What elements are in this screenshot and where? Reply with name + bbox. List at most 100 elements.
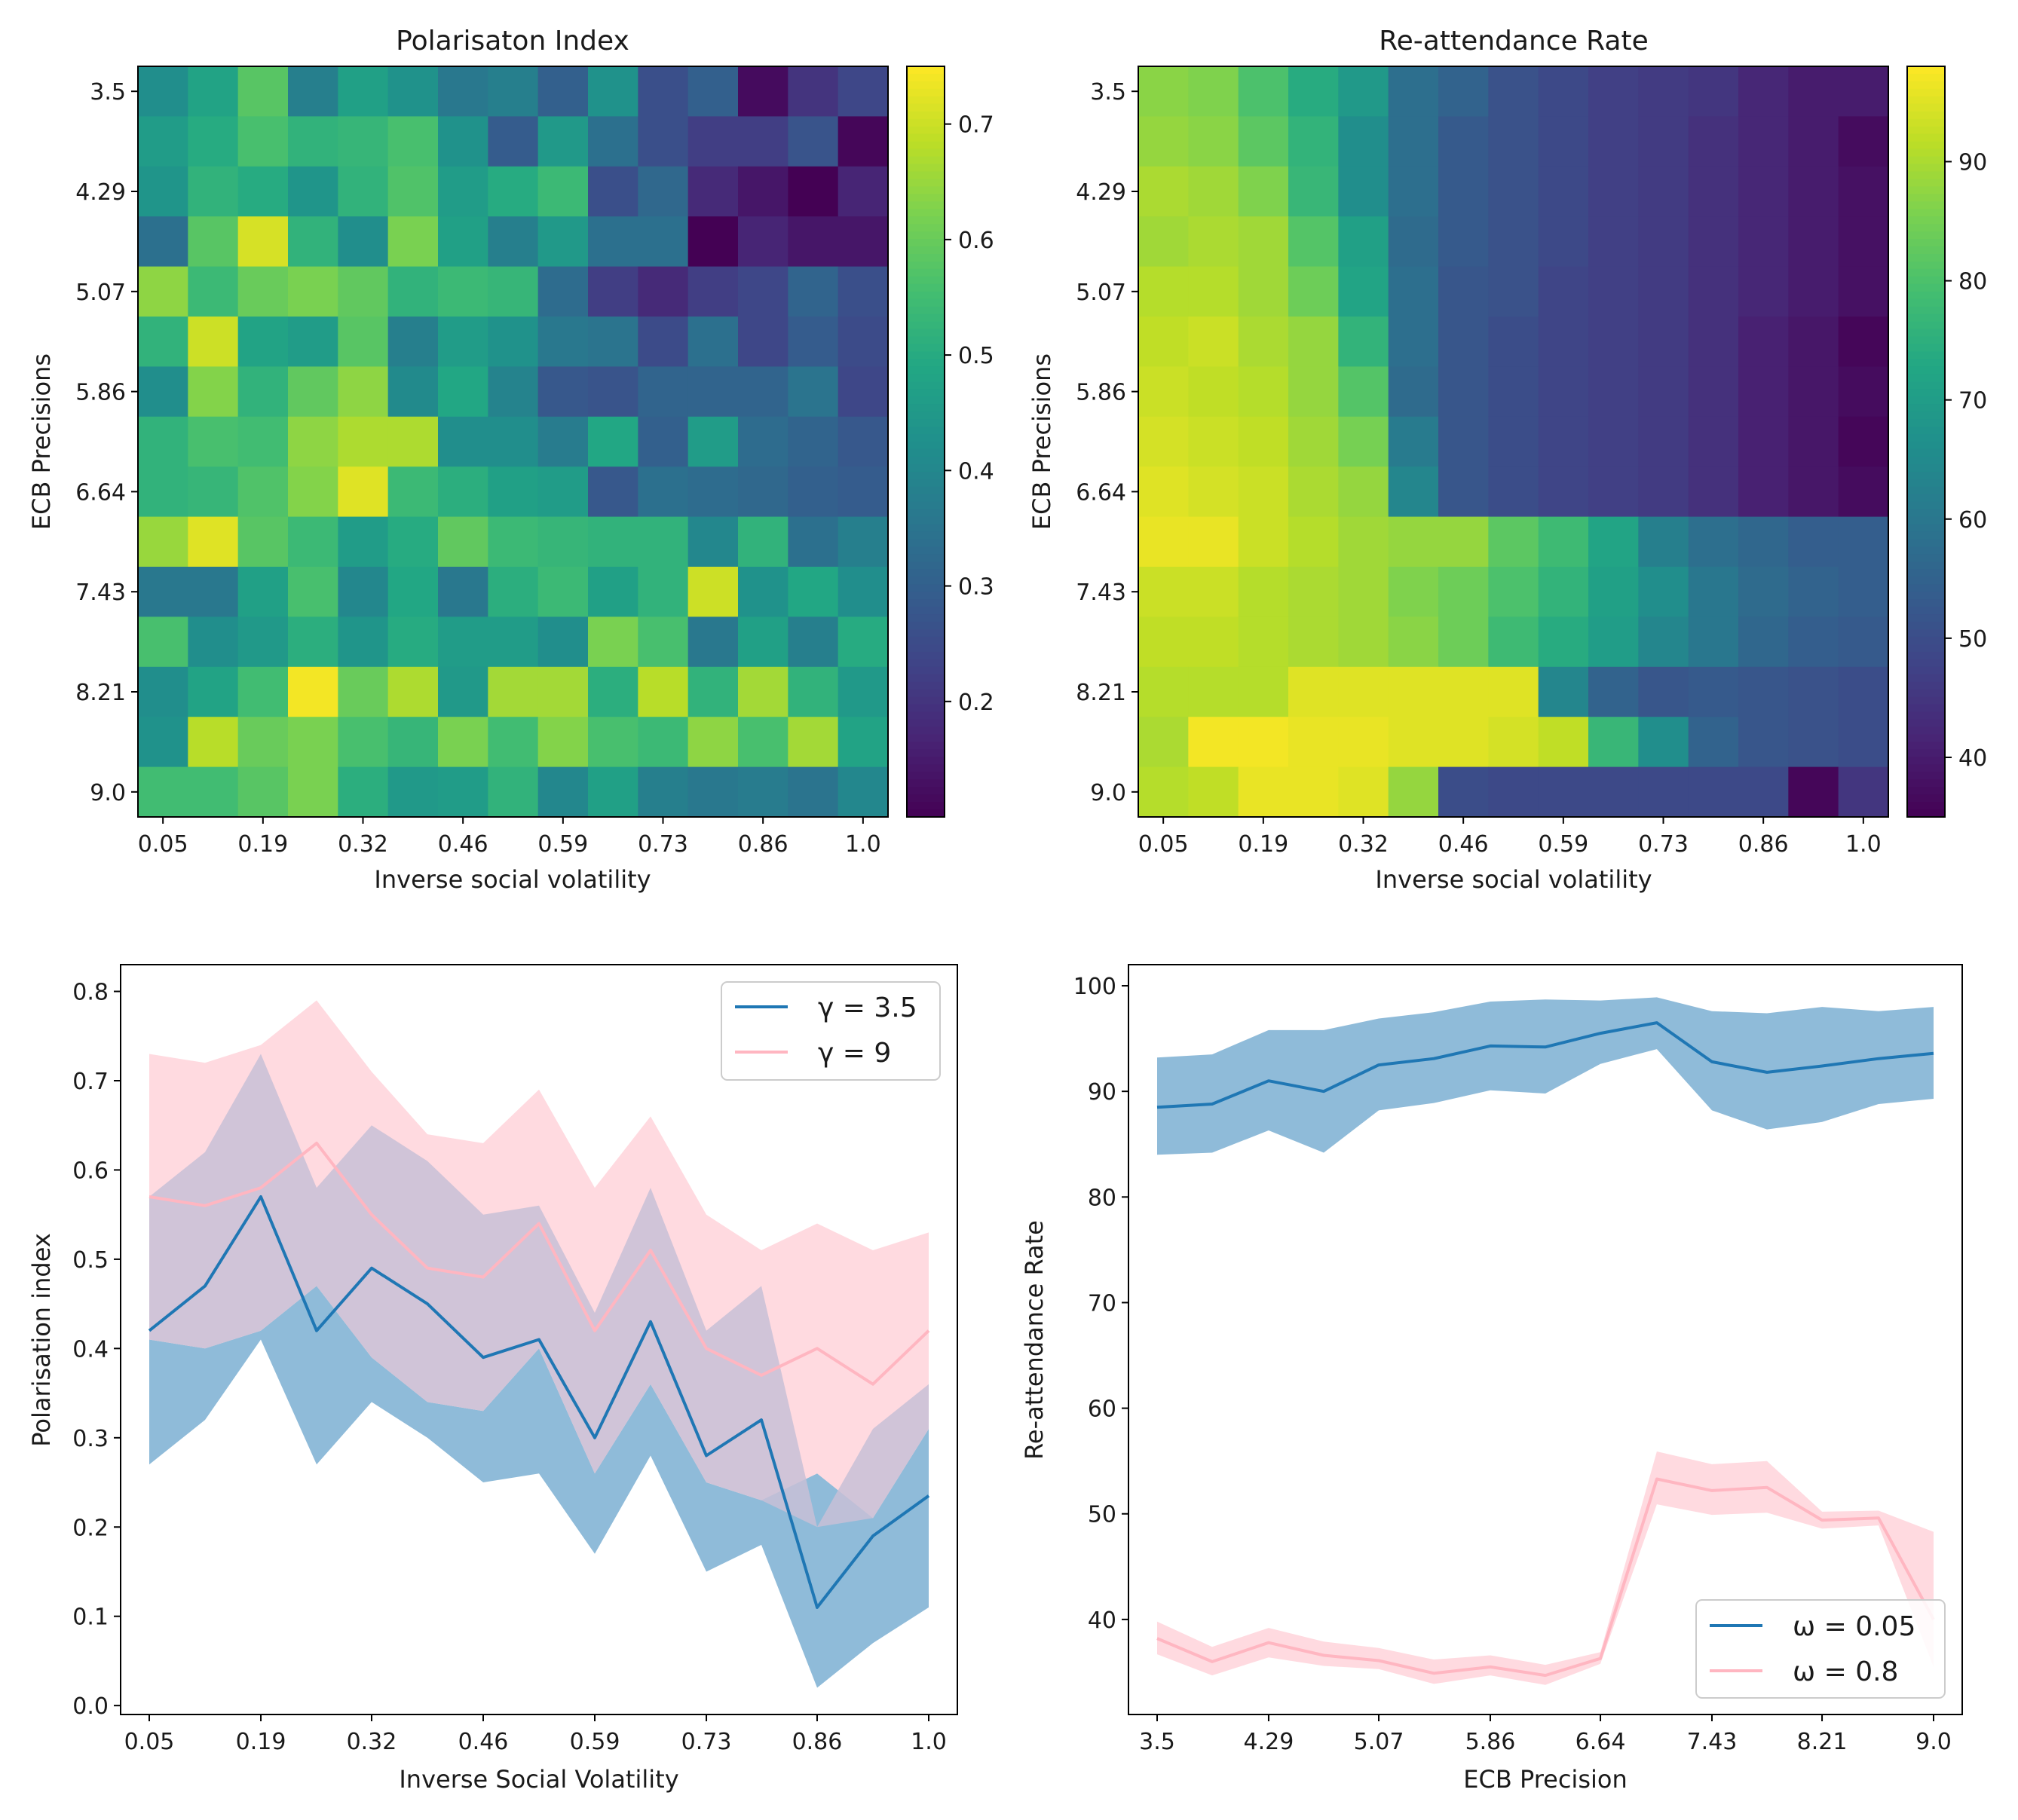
line-polarisation-bands <box>149 1000 929 1688</box>
heatmap-cell <box>138 616 188 668</box>
y-tick-label: 80 <box>1088 1185 1116 1211</box>
heatmap-cell <box>1688 717 1739 768</box>
colorbar-segment <box>1907 448 1945 457</box>
band-overlap <box>149 1054 929 1528</box>
heatmap-cell <box>1438 516 1489 567</box>
heatmap-cell <box>588 116 638 167</box>
y-tick-label: 0.8 <box>72 980 109 1006</box>
colorbar-segment <box>1907 419 1945 427</box>
heatmap-cell <box>1388 466 1439 518</box>
heatmap-cell <box>588 216 638 268</box>
heatmap-cell <box>638 616 689 668</box>
colorbar-segment <box>907 757 945 765</box>
heatmap-cell <box>1188 567 1239 617</box>
heatmap-cell <box>1738 567 1789 617</box>
colorbar-segment <box>907 209 945 217</box>
heatmap-cell <box>1738 366 1789 418</box>
x-tick-label: 0.05 <box>124 1729 175 1755</box>
colorbar-tick-label: 60 <box>1958 507 1987 534</box>
colorbar-segment <box>1907 539 1945 548</box>
heatmap-cell <box>1238 216 1289 268</box>
legend-label-gamma-3-5: γ = 3.5 <box>818 993 917 1023</box>
heatmap-cell <box>1288 66 1339 117</box>
heatmap-cell <box>1388 66 1439 117</box>
colorbar-segment <box>1907 726 1945 736</box>
heatmap-cell <box>1738 466 1789 518</box>
heatmap-cell <box>537 766 589 818</box>
heatmap-cell <box>288 616 338 668</box>
heatmap-cell <box>237 366 289 418</box>
heatmap-cell <box>1688 216 1739 268</box>
heatmap-cell <box>1338 66 1389 117</box>
heatmap-cell <box>1238 66 1289 117</box>
y-tick-label: 3.5 <box>90 79 126 106</box>
colorbar-segment <box>1907 381 1945 390</box>
y-tick-label: 5.86 <box>75 380 126 406</box>
colorbar-tick-label: 0.7 <box>958 112 994 139</box>
heatmap-cell <box>838 366 889 418</box>
colorbar-segment <box>907 809 945 818</box>
colorbar-segment <box>907 486 945 495</box>
colorbar-segment <box>1907 336 1945 345</box>
line-reattendance: 3.5 4.29 5.07 5.86 6.64 7.43 8.21 9.0 40 50 60 70 8… <box>1020 964 1963 1794</box>
heatmap-cell <box>338 567 389 617</box>
heatmap-polarisation-frame <box>137 66 889 818</box>
heatmap-cell <box>1738 717 1789 768</box>
heatmap-cell <box>638 166 689 217</box>
heatmap-cell <box>1538 166 1589 217</box>
x-tick-label: 0.59 <box>537 831 588 858</box>
colorbar-segment <box>907 88 945 97</box>
heatmap-cell <box>738 717 789 768</box>
heatmap-cell <box>138 516 188 567</box>
y-tick-label: 5.07 <box>1076 280 1126 306</box>
heatmap-cell <box>1788 317 1839 367</box>
y-tick-label: 40 <box>1088 1607 1116 1634</box>
colorbar-segment <box>907 427 945 435</box>
heatmap-cell <box>1438 166 1489 217</box>
heatmap-cell <box>188 516 239 567</box>
colorbar-segment <box>907 577 945 585</box>
heatmap-cell <box>1838 317 1889 367</box>
colorbar-segment <box>1907 719 1945 728</box>
heatmap-cell <box>1538 317 1589 367</box>
heatmap-cell <box>1688 66 1739 117</box>
heatmap-cell <box>738 166 789 217</box>
colorbar-segment <box>1907 577 1945 585</box>
heatmap-cell <box>138 366 188 418</box>
heatmap-cell <box>738 567 789 617</box>
colorbar-segment <box>1907 66 1945 75</box>
x-tick-label: 0.59 <box>570 1729 620 1755</box>
heatmap-reattendance-xticks: 0.05 0.19 0.32 0.46 0.59 0.73 0.86 1.0 <box>1138 817 1882 858</box>
colorbar-segment <box>907 802 945 810</box>
heatmap-cell <box>1288 466 1339 518</box>
colorbar-segment <box>907 239 945 247</box>
heatmap-cell <box>488 466 539 518</box>
heatmap-cell <box>188 66 239 117</box>
colorbar-tick-label: 0.4 <box>958 458 994 485</box>
colorbar-tick-label: 80 <box>1958 269 1987 295</box>
heatmap-cell <box>387 317 439 367</box>
x-tick-label: 0.19 <box>236 1729 286 1755</box>
y-tick-label: 9.0 <box>90 780 126 806</box>
heatmap-cell <box>1338 266 1389 317</box>
heatmap-cell <box>1438 66 1489 117</box>
colorbar-segment <box>1907 261 1945 270</box>
heatmap-cell <box>738 216 789 268</box>
colorbar-segment <box>1907 524 1945 533</box>
colorbar-segment <box>907 622 945 630</box>
heatmap-cell <box>1838 266 1889 317</box>
heatmap-cell <box>1188 366 1239 418</box>
heatmap-cell <box>1638 717 1689 768</box>
colorbar-segment <box>907 283 945 292</box>
colorbar-segment <box>1907 456 1945 465</box>
heatmap-cell <box>488 116 539 167</box>
heatmap-cell <box>1338 366 1389 418</box>
heatmap-cell <box>138 416 188 467</box>
colorbar-segment <box>907 344 945 353</box>
heatmap-cell <box>237 266 289 317</box>
heatmap-cell <box>1538 567 1589 617</box>
y-tick-label: 0.6 <box>72 1158 109 1184</box>
heatmap-cell <box>138 266 188 317</box>
x-tick-label: 3.5 <box>1139 1729 1175 1755</box>
heatmap-cell <box>1188 717 1239 768</box>
